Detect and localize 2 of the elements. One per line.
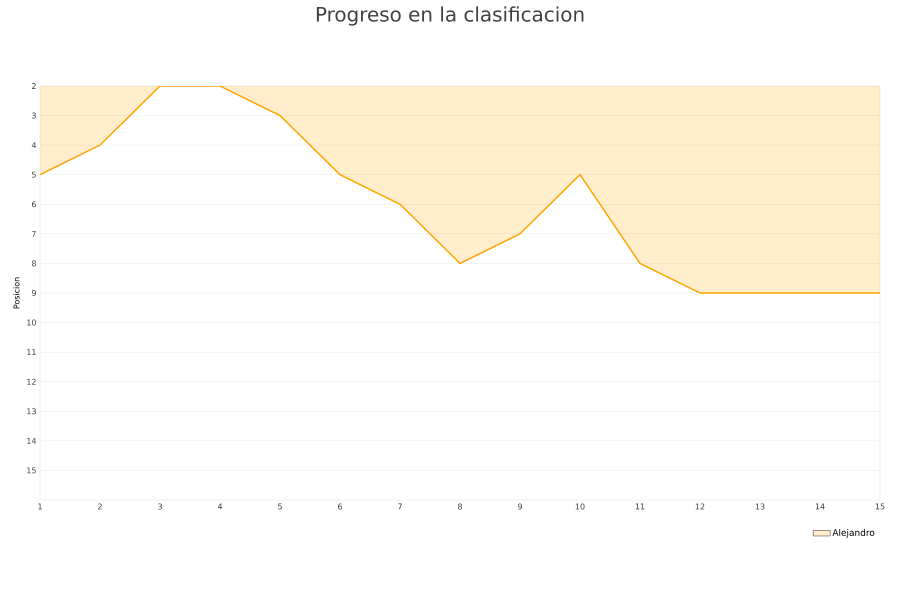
chart-title: Progreso en la clasificacion — [316, 6, 584, 26]
legend-label: Alejandro — [832, 529, 874, 538]
